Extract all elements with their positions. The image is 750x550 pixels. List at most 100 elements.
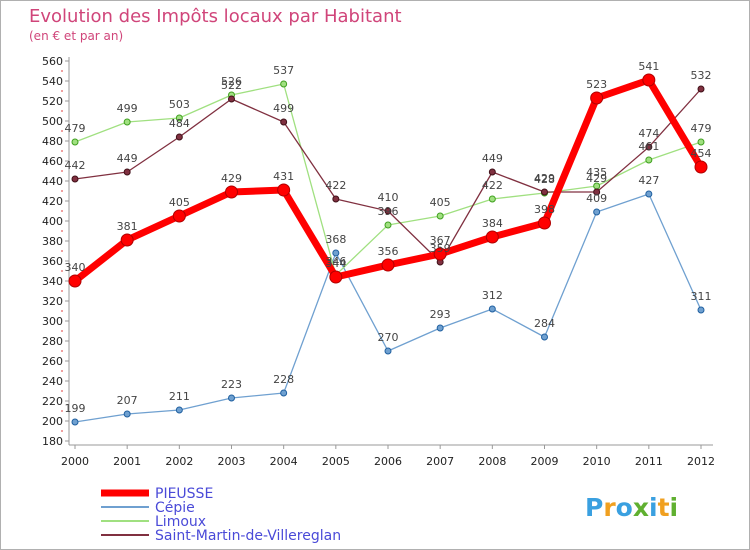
x-tick-label: 2009 xyxy=(531,455,559,468)
data-point xyxy=(488,195,496,203)
logo-letter: r xyxy=(603,493,616,522)
data-point xyxy=(175,114,183,122)
data-point xyxy=(175,133,183,141)
data-point xyxy=(384,221,392,229)
y-tick-label: 180 xyxy=(42,435,63,448)
data-label: 284 xyxy=(534,317,555,330)
data-point xyxy=(384,207,392,215)
y-tick-label: 380 xyxy=(42,235,63,248)
data-point xyxy=(175,406,183,414)
data-point xyxy=(541,333,548,341)
data-label: 484 xyxy=(169,117,190,130)
data-point xyxy=(280,389,288,397)
data-point xyxy=(123,168,131,176)
data-point xyxy=(433,247,447,261)
data-point xyxy=(488,168,496,176)
y-tick-label: 540 xyxy=(42,75,63,88)
logo-letter: i xyxy=(649,493,658,522)
data-label: 427 xyxy=(638,174,659,187)
data-point xyxy=(172,209,186,223)
data-point xyxy=(590,91,604,105)
data-point xyxy=(123,118,131,126)
data-point xyxy=(228,95,235,103)
data-label: 223 xyxy=(221,378,242,391)
data-point xyxy=(332,249,340,257)
data-point xyxy=(280,80,288,88)
x-tick-label: 2010 xyxy=(583,455,611,468)
data-point xyxy=(71,418,79,426)
y-tick-label: 560 xyxy=(42,55,63,68)
data-point xyxy=(332,195,340,203)
y-tick-label: 500 xyxy=(42,115,63,128)
data-label: 429 xyxy=(586,172,607,185)
y-tick-label: 440 xyxy=(42,175,63,188)
proxiti-logo-text: Proxiti xyxy=(585,493,678,522)
y-tick-label: 300 xyxy=(42,315,63,328)
data-label: 359 xyxy=(430,242,451,255)
data-label: 449 xyxy=(117,152,138,165)
data-point xyxy=(485,230,499,244)
axes: 1802002202402602803003203403603804004204… xyxy=(42,55,715,468)
data-point xyxy=(384,347,392,355)
logo-letter: i xyxy=(670,493,679,522)
data-point xyxy=(120,233,134,247)
series-c-pie xyxy=(71,190,705,426)
data-label: 422 xyxy=(482,179,503,192)
data-point xyxy=(697,306,705,314)
chart-subtitle: (en € et par an) xyxy=(29,29,123,43)
x-tick-label: 2007 xyxy=(426,455,454,468)
data-label: 384 xyxy=(482,217,503,230)
series-pieusse xyxy=(68,73,708,288)
data-label: 537 xyxy=(273,64,294,77)
x-tick-label: 2008 xyxy=(478,455,506,468)
y-tick-label: 200 xyxy=(42,415,63,428)
data-label: 422 xyxy=(325,179,346,192)
data-point xyxy=(694,160,708,174)
x-tick-label: 2001 xyxy=(113,455,141,468)
data-label: 396 xyxy=(378,205,399,218)
data-label: 405 xyxy=(430,196,451,209)
y-tick-label: 420 xyxy=(42,195,63,208)
y-tick-label: 400 xyxy=(42,215,63,228)
data-label: 199 xyxy=(65,402,86,415)
data-label: 429 xyxy=(221,172,242,185)
data-point xyxy=(488,305,496,313)
data-label: 499 xyxy=(273,102,294,115)
data-label: 410 xyxy=(378,191,399,204)
y-tick-label: 480 xyxy=(42,135,63,148)
data-label: 207 xyxy=(117,394,138,407)
data-label: 428 xyxy=(534,173,555,186)
data-label: 311 xyxy=(691,290,712,303)
data-label: 461 xyxy=(638,140,659,153)
data-label: 405 xyxy=(169,196,190,209)
x-tick-label: 2005 xyxy=(322,455,350,468)
data-point xyxy=(71,138,79,146)
legend-label: Cépie xyxy=(155,500,195,516)
data-label: 526 xyxy=(221,75,242,88)
data-point xyxy=(697,138,705,146)
data-label: 368 xyxy=(325,233,346,246)
data-label: 228 xyxy=(273,373,294,386)
data-point xyxy=(277,183,291,197)
logo-letter: o xyxy=(616,493,633,522)
data-label: 479 xyxy=(65,122,86,135)
data-label: 479 xyxy=(691,122,712,135)
data-label: 449 xyxy=(482,152,503,165)
data-label: 541 xyxy=(638,60,659,73)
y-tick-label: 220 xyxy=(42,395,63,408)
data-point xyxy=(697,85,705,93)
data-label: 429 xyxy=(534,172,555,185)
data-point xyxy=(642,73,656,87)
logo-letter: P xyxy=(585,493,603,522)
x-tick-label: 2002 xyxy=(165,455,193,468)
legend-label: Saint-Martin-de-Villereglan xyxy=(155,528,341,544)
chart-title: Evolution des Impôts locaux par Habitant xyxy=(29,6,402,27)
data-label: 431 xyxy=(273,170,294,183)
logo-letter: x xyxy=(633,493,649,522)
y-tick-label: 280 xyxy=(42,335,63,348)
series-saint-martin-de-villereglan xyxy=(71,85,705,266)
data-point xyxy=(436,324,444,332)
data-label: 474 xyxy=(638,127,659,140)
